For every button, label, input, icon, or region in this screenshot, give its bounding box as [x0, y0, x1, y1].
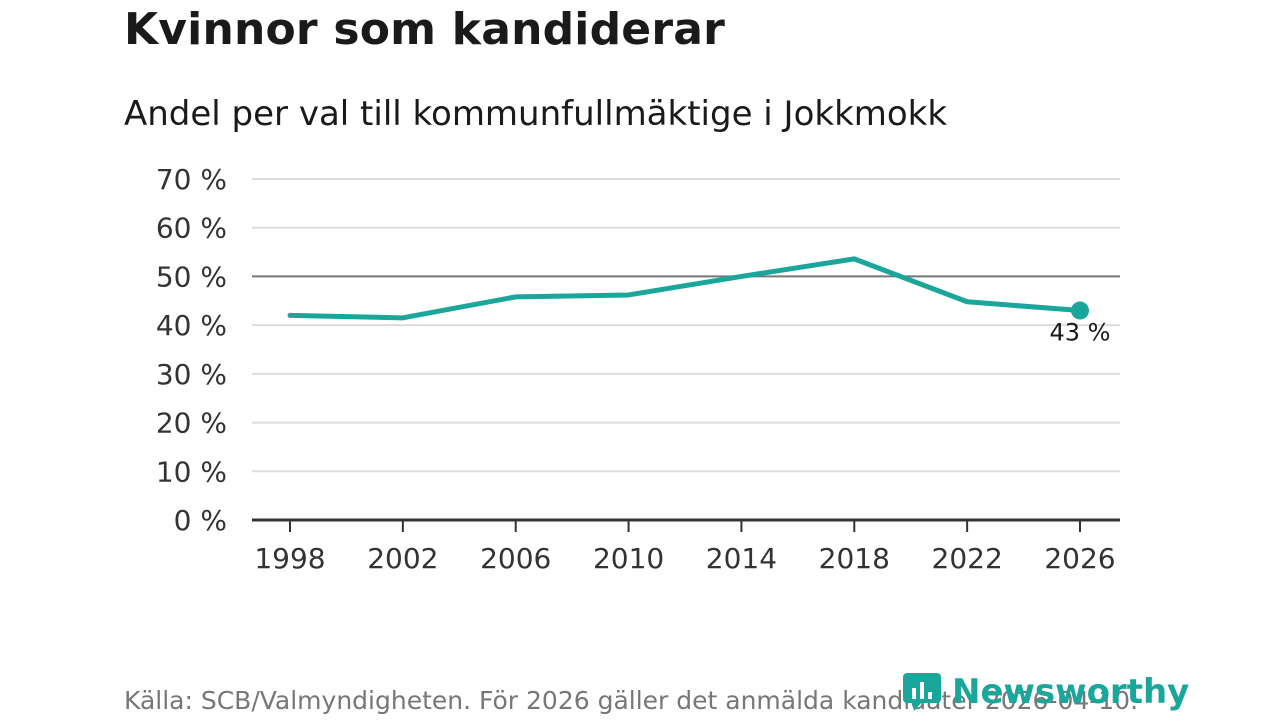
x-tick-label: 1998 — [254, 542, 325, 575]
newsworthy-logo-icon — [903, 673, 941, 711]
x-tick-label: 2006 — [480, 542, 551, 575]
x-tick-label: 2026 — [1044, 542, 1115, 575]
x-tick-label: 2014 — [706, 542, 777, 575]
x-axis: 1998 2002 2006 2010 2014 2018 2022 2026 — [252, 518, 1120, 575]
chart-subtitle: Andel per val till kommunfullmäktige i J… — [124, 94, 948, 134]
x-tick-label: 2010 — [593, 542, 664, 575]
y-tick-label: 0 % — [174, 504, 227, 537]
newsworthy-logo: Newsworthy — [902, 670, 1189, 714]
line-chart: 0 % 10 % 20 % 30 % 40 % 50 % 60 % 70 % 1998 2002… — [156, 163, 1120, 575]
y-tick-label: 10 % — [156, 455, 227, 488]
x-tick-label: 2018 — [819, 542, 890, 575]
y-axis-ticks: 0 % 10 % 20 % 30 % 40 % 50 % 60 % 70 % — [156, 163, 227, 537]
source-note: Källa: SCB/Valmyndigheten. För 2026 gäll… — [124, 686, 1139, 715]
y-tick-label: 20 % — [156, 407, 227, 440]
brand-name: Newsworthy — [952, 672, 1190, 712]
y-tick-label: 50 % — [156, 260, 227, 293]
y-tick-label: 30 % — [156, 358, 227, 391]
chart-title: Kvinnor som kandiderar — [124, 4, 726, 55]
data-series: 43 % — [287, 256, 1111, 347]
last-data-point — [1071, 301, 1089, 320]
y-tick-label: 70 % — [156, 163, 227, 196]
end-value-label: 43 % — [1050, 319, 1111, 347]
gridlines — [252, 178, 1120, 473]
y-tick-label: 40 % — [156, 309, 227, 342]
series-line — [287, 256, 1083, 321]
y-tick-label: 60 % — [156, 212, 227, 245]
x-tick-label: 2022 — [932, 542, 1003, 575]
x-tick-label: 2002 — [367, 542, 438, 575]
